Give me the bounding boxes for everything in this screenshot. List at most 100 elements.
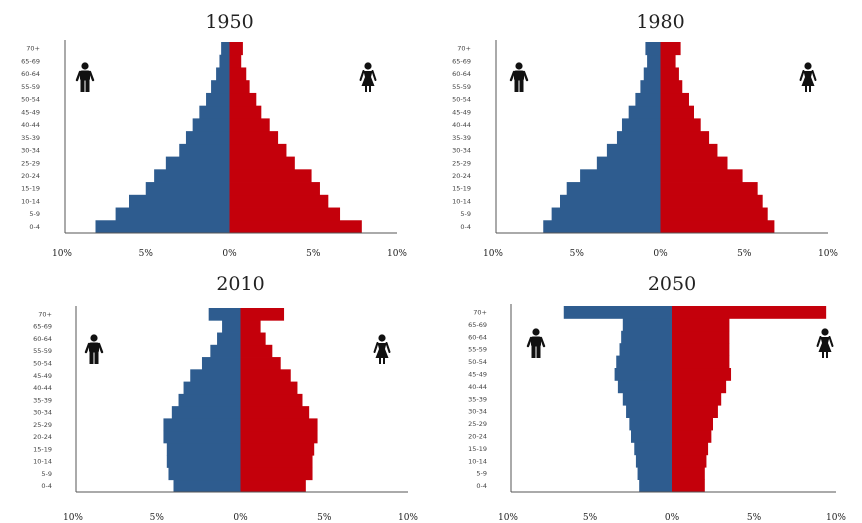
bar-female-70+ <box>660 42 681 56</box>
x-tick-label: 5% <box>570 249 585 259</box>
bar-male-60-64 <box>621 330 672 344</box>
age-group-label: 35-39 <box>33 396 52 404</box>
bar-female-60-64 <box>229 67 247 81</box>
chart-svg: 2050 0-4 5-9 10-14 15-19 20-24 25-29 30-34 35-39… <box>468 273 846 523</box>
age-group-label: 70+ <box>473 309 487 317</box>
age-group-label: 65-69 <box>468 321 487 329</box>
bar-female-50-54 <box>672 355 730 369</box>
x-tick-label: 10% <box>483 249 503 259</box>
bar-female-25-29 <box>672 417 713 431</box>
bar-male-35-39 <box>185 131 230 145</box>
age-group-label: 25-29 <box>33 421 52 429</box>
male-icon <box>509 62 529 92</box>
bar-male-55-59 <box>210 344 241 358</box>
age-group-label: 15-19 <box>468 445 487 453</box>
bar-male-15-19 <box>166 442 241 456</box>
bar-male-20-24 <box>154 169 230 183</box>
bar-female-40-44 <box>672 380 727 394</box>
age-group-label: 40-44 <box>21 121 40 129</box>
chart-1980: 1980 0-4 5-9 10-14 15-19 20-24 25-29 30-34 35-39… <box>431 0 862 262</box>
age-group-label: 50-54 <box>468 358 487 366</box>
age-group-label: 55-59 <box>33 347 52 355</box>
bar-male-40-44 <box>621 118 661 132</box>
bar-male-10-14 <box>635 454 672 468</box>
female-icon <box>816 328 834 358</box>
bar-female-40-44 <box>660 118 701 132</box>
bar-male-50-54 <box>635 92 661 107</box>
x-tick-label: 10% <box>398 513 418 523</box>
x-tick-label: 5% <box>747 513 762 523</box>
bar-female-5-9 <box>672 467 705 480</box>
bar-male-40-44 <box>183 381 241 395</box>
bar-female-25-29 <box>240 418 318 432</box>
bar-male-45-49 <box>190 369 241 382</box>
female-icon <box>799 62 817 92</box>
bar-female-60-64 <box>240 332 266 346</box>
x-tick-label: 5% <box>317 513 332 523</box>
bar-male-65-69 <box>222 320 241 333</box>
chart-title: 2050 <box>648 273 696 295</box>
bar-female-55-59 <box>672 343 730 356</box>
bar-male-50-54 <box>616 355 672 369</box>
bar-male-70+ <box>645 42 661 56</box>
bar-female-15-19 <box>660 182 758 196</box>
bar-male-30-34 <box>606 143 661 157</box>
age-group-label: 0-4 <box>460 223 471 231</box>
age-group-label: 35-39 <box>468 395 487 403</box>
bar-male-25-29 <box>163 418 241 432</box>
age-group-label: 30-34 <box>452 147 471 155</box>
bar-female-35-39 <box>240 393 303 407</box>
age-group-label: 45-49 <box>452 108 471 116</box>
bar-male-60-64 <box>217 332 241 346</box>
bar-female-50-54 <box>660 92 689 107</box>
age-group-label: 20-24 <box>33 433 52 441</box>
bar-male-5-9 <box>637 467 672 480</box>
bar-female-20-24 <box>660 169 743 183</box>
x-tick-label: 0% <box>653 249 668 259</box>
bar-female-40-44 <box>240 381 298 395</box>
bar-female-45-49 <box>672 368 732 381</box>
bar-female-25-29 <box>660 156 728 170</box>
age-group-label: 20-24 <box>468 433 487 441</box>
bar-male-5-9 <box>115 207 230 221</box>
male-icon <box>75 62 95 92</box>
age-group-label: 55-59 <box>468 346 487 354</box>
x-tick-label: 5% <box>306 249 321 259</box>
bar-female-45-49 <box>660 105 694 119</box>
bar-male-60-64 <box>643 67 661 81</box>
x-tick-label: 5% <box>737 249 752 259</box>
bar-female-55-59 <box>229 80 250 94</box>
age-group-label: 30-34 <box>21 147 40 155</box>
bar-female-20-24 <box>240 430 318 444</box>
bar-male-40-44 <box>192 118 230 132</box>
chart-1950: 1950 0-4 5-9 10-14 15-19 20-24 25-29 30-34 35-39… <box>0 0 431 262</box>
bar-male-65-69 <box>622 318 672 332</box>
age-group-label: 55-59 <box>21 83 40 91</box>
bar-male-70+ <box>208 308 241 321</box>
bar-male-55-59 <box>211 80 230 94</box>
x-tick-label: 0% <box>222 249 237 259</box>
x-tick-label: 5% <box>150 513 165 523</box>
bar-male-10-14 <box>129 194 230 208</box>
bar-female-30-34 <box>240 406 310 419</box>
bar-male-20-24 <box>580 169 661 183</box>
bar-female-35-39 <box>672 392 722 406</box>
bar-male-20-24 <box>631 430 672 443</box>
bar-female-30-34 <box>660 143 718 157</box>
age-group-label: 10-14 <box>452 197 471 205</box>
bar-male-45-49 <box>614 368 672 381</box>
age-group-label: 15-19 <box>33 445 52 453</box>
bar-male-50-54 <box>206 92 230 107</box>
male-icon <box>84 334 104 364</box>
chart-svg: 1980 0-4 5-9 10-14 15-19 20-24 25-29 30-34 35-39… <box>452 11 838 259</box>
age-group-label: 50-54 <box>33 360 52 368</box>
age-group-label: 60-64 <box>33 335 52 343</box>
female-icon <box>373 334 391 364</box>
age-group-label: 0-4 <box>29 223 40 231</box>
bar-female-20-24 <box>672 430 712 443</box>
bar-female-45-49 <box>240 369 291 382</box>
age-group-label: 25-29 <box>452 159 471 167</box>
bar-female-35-39 <box>229 131 279 145</box>
chart-title: 2010 <box>216 273 264 295</box>
bar-male-35-39 <box>622 392 672 406</box>
